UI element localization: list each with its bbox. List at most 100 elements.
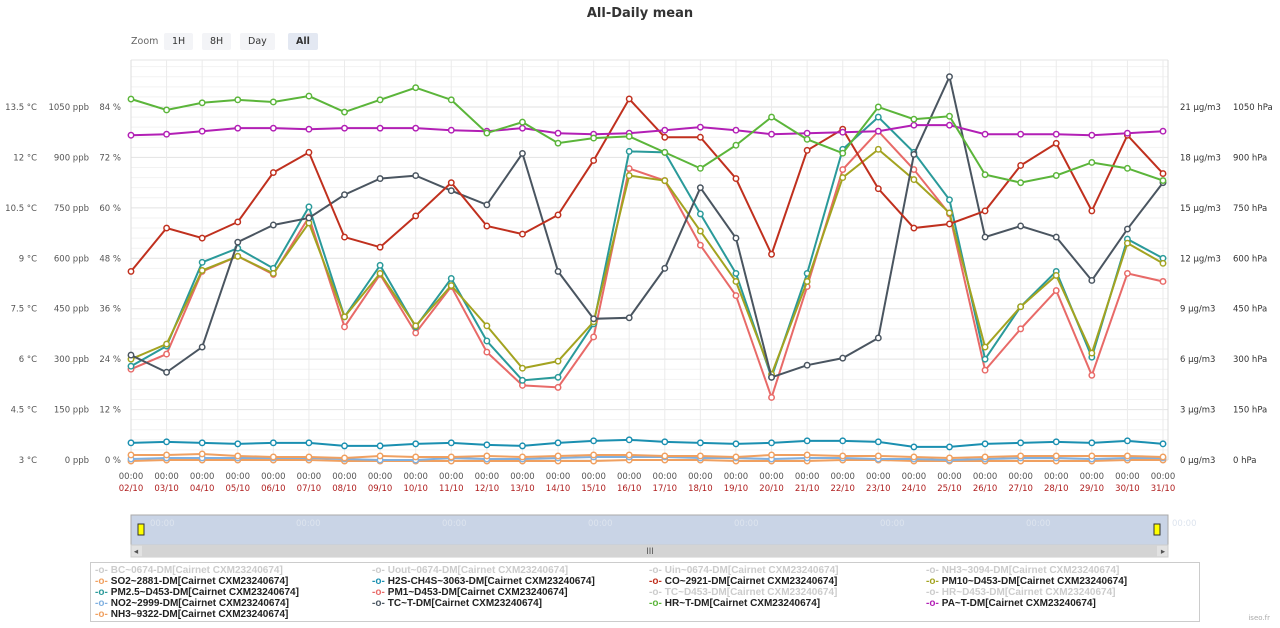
legend-item[interactable]: -o- PA~T-DM[Cairnet CXM23240674] — [926, 598, 1203, 609]
data-point — [590, 134, 598, 142]
x-tick-date: 19/10 — [724, 484, 749, 494]
data-point — [590, 315, 598, 323]
data-point — [1088, 349, 1096, 357]
legend-label: TC~D453-DM[Cairnet CXM23240674] — [664, 587, 838, 598]
data-point — [1017, 439, 1025, 447]
navigator-tick: 00:00 — [1172, 519, 1197, 529]
data-point — [874, 452, 882, 460]
navigator-tick: 00:00 — [296, 519, 321, 529]
y-tick-label-temp: 6 °C — [19, 355, 37, 365]
data-point — [1052, 233, 1060, 241]
legend-item[interactable]: -o- PM1~D453-DM[Cairnet CXM23240674] — [372, 587, 649, 598]
legend-item[interactable]: -o- PM10~D453-DM[Cairnet CXM23240674] — [926, 576, 1203, 587]
legend-item[interactable]: -o- BC~0674-DM[Cairnet CXM23240674] — [95, 565, 372, 576]
data-point — [163, 438, 171, 446]
data-point — [874, 127, 882, 135]
data-point — [483, 348, 491, 356]
legend-item[interactable]: -o- NH3~9322-DM[Cairnet CXM23240674] — [95, 609, 372, 620]
x-tick-date: 30/10 — [1115, 484, 1140, 494]
legend-item[interactable]: -o- Uout~0674-DM[Cairnet CXM23240674] — [372, 565, 649, 576]
legend-item[interactable]: -o- CO~2921-DM[Cairnet CXM23240674] — [649, 576, 926, 587]
data-point — [127, 267, 135, 275]
data-point — [732, 234, 740, 242]
data-point — [661, 177, 669, 185]
data-point — [1088, 277, 1096, 284]
y-tick-label-temp: 9 °C — [19, 254, 37, 264]
legend-item[interactable]: -o- H2S-CH4S~3063-DM[Cairnet CXM23240674] — [372, 576, 649, 587]
navigator-handle[interactable] — [137, 523, 145, 536]
data-point — [518, 124, 526, 132]
y-tick-label-hpa: 300 hPa — [1233, 355, 1267, 365]
data-point — [732, 453, 740, 461]
y-tick-label-hpa: 150 hPa — [1233, 406, 1267, 416]
legend-item[interactable]: -o- TC~D453-DM[Cairnet CXM23240674] — [649, 587, 926, 598]
legend-label: HR~T-DM[Cairnet CXM23240674] — [664, 598, 821, 609]
legend-label: PM10~D453-DM[Cairnet CXM23240674] — [941, 576, 1128, 587]
legend-label: NO2~2999-DM[Cairnet CXM23240674] — [110, 598, 289, 609]
x-tick-time: 00:00 — [475, 472, 500, 482]
data-point — [1088, 131, 1096, 139]
data-point — [518, 230, 526, 238]
data-point — [625, 436, 633, 444]
data-point — [590, 157, 598, 164]
zoom-8h-button[interactable]: 8H — [202, 33, 232, 50]
credit: iseo.fr — [1248, 614, 1270, 622]
data-point — [269, 124, 277, 132]
y-tick-label-hpa: 450 hPa — [1233, 305, 1267, 315]
data-point — [1052, 130, 1060, 138]
chart-title: All-Daily mean — [587, 6, 693, 21]
zoom-1h-button[interactable]: 1H — [164, 33, 194, 50]
y-tick-label-ug: 18 µg/m3 — [1180, 153, 1221, 163]
data-point — [839, 149, 847, 157]
x-tick-time: 00:00 — [1080, 472, 1105, 482]
legend-item[interactable]: -o- TC~T-DM[Cairnet CXM23240674] — [372, 598, 649, 609]
legend-item[interactable]: -o- HR~T-DM[Cairnet CXM23240674] — [649, 598, 926, 609]
y-tick-label-pct: 12 % — [99, 406, 121, 416]
scroll-left-arrow-icon[interactable]: ◂ — [134, 547, 139, 557]
series-line — [130, 148, 1164, 378]
legend-label: NH3~9322-DM[Cairnet CXM23240674] — [110, 609, 289, 620]
y-tick-label-ug: 3 µg/m3 — [1180, 406, 1215, 416]
data-point — [269, 453, 277, 461]
legend-item[interactable]: -o- Uin~0674-DM[Cairnet CXM23240674] — [649, 565, 926, 576]
legend-label: H2S-CH4S~3063-DM[Cairnet CXM23240674] — [387, 576, 595, 587]
data-point — [234, 252, 242, 260]
legend-item[interactable]: -o- PM2.5~D453-DM[Cairnet CXM23240674] — [95, 587, 372, 598]
legend-item[interactable]: -o- NH3~3094-DM[Cairnet CXM23240674] — [926, 565, 1203, 576]
data-point — [1159, 259, 1167, 267]
legend-item[interactable]: -o- SO2~2881-DM[Cairnet CXM23240674] — [95, 576, 372, 587]
zoom-all-button[interactable]: All — [288, 33, 318, 50]
data-point — [269, 221, 277, 229]
data-point — [198, 343, 206, 351]
y-tick-label-pct: 24 % — [99, 355, 121, 365]
y-tick-label-hpa: 750 hPa — [1233, 204, 1267, 214]
data-point — [198, 258, 206, 266]
legend-marker-icon: -o- — [372, 565, 385, 576]
zoom-day-button[interactable]: Day — [240, 33, 275, 50]
scrollbar-thumb[interactable] — [142, 545, 1157, 557]
data-point — [234, 218, 242, 226]
data-point — [803, 451, 811, 459]
legend-marker-icon: -o- — [372, 598, 385, 609]
data-point — [269, 439, 277, 447]
data-point — [1017, 130, 1025, 138]
x-tick-time: 00:00 — [1151, 472, 1176, 482]
data-point — [946, 220, 953, 228]
data-point — [554, 211, 562, 219]
data-point — [234, 238, 242, 246]
x-tick-time: 00:00 — [439, 472, 464, 482]
x-tick-time: 00:00 — [973, 472, 998, 482]
data-point — [376, 442, 384, 450]
data-point — [732, 278, 740, 285]
data-point — [874, 185, 882, 193]
x-tick-date: 27/10 — [1008, 484, 1033, 494]
data-point — [1123, 129, 1131, 137]
data-point — [341, 323, 348, 331]
legend-marker-icon: -o- — [95, 598, 108, 609]
legend-label: TC~T-DM[Cairnet CXM23240674] — [387, 598, 542, 609]
navigator-handle[interactable] — [1153, 523, 1161, 536]
data-point — [839, 354, 847, 362]
scroll-right-arrow-icon[interactable]: ▸ — [1161, 547, 1166, 557]
legend-item[interactable]: -o- NO2~2999-DM[Cairnet CXM23240674] — [95, 598, 372, 609]
legend-item[interactable]: -o- HR~D453-DM[Cairnet CXM23240674] — [926, 587, 1203, 598]
